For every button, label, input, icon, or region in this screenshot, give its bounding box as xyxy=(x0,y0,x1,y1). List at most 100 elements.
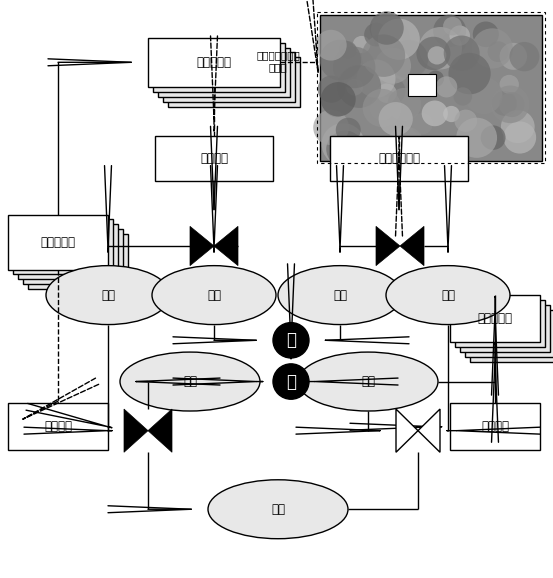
Circle shape xyxy=(450,25,470,46)
Text: 单张影像: 单张影像 xyxy=(481,420,509,434)
Text: 高频: 高频 xyxy=(441,288,455,302)
Circle shape xyxy=(481,125,505,150)
Circle shape xyxy=(422,101,448,126)
Bar xyxy=(168,57,300,106)
Circle shape xyxy=(374,48,411,84)
Bar xyxy=(8,214,108,269)
Text: 高频: 高频 xyxy=(271,503,285,516)
Circle shape xyxy=(456,118,497,158)
Polygon shape xyxy=(148,409,172,452)
Ellipse shape xyxy=(208,480,348,539)
Circle shape xyxy=(388,127,424,162)
Bar xyxy=(158,47,290,97)
Circle shape xyxy=(492,91,517,116)
Polygon shape xyxy=(214,227,238,266)
Circle shape xyxy=(473,21,499,47)
Circle shape xyxy=(317,76,345,103)
Text: 单张影像: 单张影像 xyxy=(44,420,72,434)
Text: 低频: 低频 xyxy=(207,288,221,302)
Circle shape xyxy=(465,77,503,114)
Bar xyxy=(450,295,540,342)
Text: 平滑后: 平滑后 xyxy=(269,62,288,72)
Bar xyxy=(18,224,118,279)
Bar xyxy=(13,220,113,275)
Circle shape xyxy=(389,40,428,79)
Circle shape xyxy=(313,110,349,145)
Circle shape xyxy=(499,43,527,70)
Text: 原始待拼接: 原始待拼接 xyxy=(40,236,76,249)
Bar xyxy=(408,74,436,96)
Polygon shape xyxy=(418,409,440,452)
Circle shape xyxy=(346,79,363,95)
Circle shape xyxy=(411,113,433,134)
Circle shape xyxy=(363,89,401,127)
Circle shape xyxy=(326,131,364,168)
Text: －: － xyxy=(286,331,296,349)
Circle shape xyxy=(371,13,404,46)
Polygon shape xyxy=(376,227,400,266)
Text: 低频: 低频 xyxy=(183,375,197,388)
Circle shape xyxy=(503,121,536,154)
Bar xyxy=(8,403,108,450)
Bar xyxy=(470,315,553,362)
Circle shape xyxy=(427,46,446,65)
Circle shape xyxy=(419,27,462,69)
Ellipse shape xyxy=(120,352,260,411)
Bar xyxy=(153,43,285,92)
Ellipse shape xyxy=(278,266,402,325)
Text: 去除前景后: 去除前景后 xyxy=(196,56,232,69)
Text: 均值标准差调整: 均值标准差调整 xyxy=(256,50,300,61)
Circle shape xyxy=(324,93,349,117)
Bar xyxy=(320,15,542,161)
Circle shape xyxy=(488,41,509,62)
Circle shape xyxy=(357,60,395,98)
Circle shape xyxy=(333,47,375,88)
Circle shape xyxy=(377,77,405,105)
Circle shape xyxy=(364,23,388,46)
Circle shape xyxy=(444,35,479,71)
Ellipse shape xyxy=(298,352,438,411)
Circle shape xyxy=(443,106,460,122)
Circle shape xyxy=(509,42,539,71)
Circle shape xyxy=(472,28,513,69)
Circle shape xyxy=(441,31,466,54)
Circle shape xyxy=(322,123,364,165)
Circle shape xyxy=(320,40,361,80)
Bar xyxy=(28,234,128,289)
Circle shape xyxy=(448,53,491,94)
Bar xyxy=(148,38,280,87)
Text: 单张影像: 单张影像 xyxy=(200,152,228,165)
Circle shape xyxy=(321,82,356,116)
Bar xyxy=(163,53,295,102)
Text: 低频: 低频 xyxy=(361,375,375,388)
Circle shape xyxy=(374,20,409,54)
Ellipse shape xyxy=(152,266,276,325)
Text: 对应区域局部: 对应区域局部 xyxy=(378,152,420,165)
Ellipse shape xyxy=(273,323,309,358)
Circle shape xyxy=(336,118,361,142)
Bar xyxy=(460,305,550,352)
Circle shape xyxy=(339,41,357,58)
Bar xyxy=(317,12,545,164)
Circle shape xyxy=(362,35,405,77)
Circle shape xyxy=(443,17,462,35)
Bar xyxy=(465,310,553,357)
Ellipse shape xyxy=(386,266,510,325)
Circle shape xyxy=(499,75,519,94)
Text: ＋: ＋ xyxy=(286,373,296,391)
Circle shape xyxy=(370,96,395,120)
Circle shape xyxy=(369,12,404,45)
Ellipse shape xyxy=(273,364,309,399)
Circle shape xyxy=(378,18,420,60)
Circle shape xyxy=(436,76,457,98)
Circle shape xyxy=(353,36,371,53)
Circle shape xyxy=(501,110,535,143)
Bar xyxy=(330,136,468,181)
Ellipse shape xyxy=(46,266,170,325)
Circle shape xyxy=(377,83,397,103)
Circle shape xyxy=(433,14,466,47)
Text: 低频: 低频 xyxy=(333,288,347,302)
Polygon shape xyxy=(124,409,148,452)
Circle shape xyxy=(427,71,444,87)
Circle shape xyxy=(491,86,529,123)
